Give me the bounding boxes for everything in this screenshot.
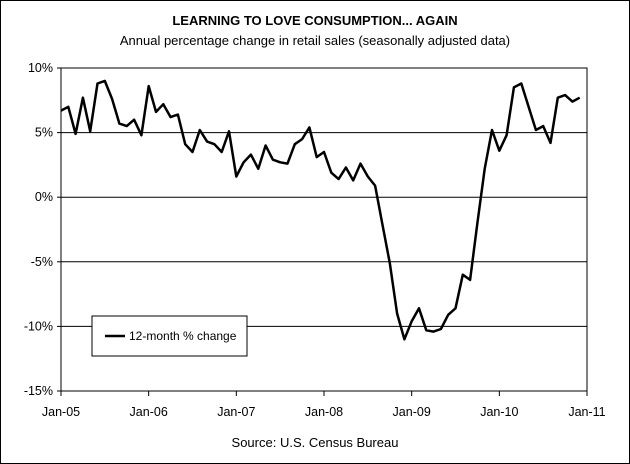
x-tick-label: Jan-07 xyxy=(217,405,255,419)
x-tick-label: Jan-10 xyxy=(480,405,518,419)
legend: 12-month % change xyxy=(91,315,248,357)
x-tick-label: Jan-08 xyxy=(305,405,343,419)
y-axis-ticks: -15% -10% -5% 0% 5% 10% xyxy=(24,61,61,398)
x-tick-label: Jan-11 xyxy=(568,405,605,419)
y-tick-label: -10% xyxy=(24,319,53,333)
gridlines xyxy=(61,132,587,327)
series-line-12-month-change xyxy=(60,79,581,341)
chart-title: LEARNING TO LOVE CONSUMPTION... AGAIN xyxy=(172,13,457,28)
chart-subtitle: Annual percentage change in retail sales… xyxy=(120,33,510,48)
y-tick-label: -5% xyxy=(31,255,53,269)
x-tick-label: Jan-06 xyxy=(130,405,168,419)
y-tick-label: 0% xyxy=(35,190,53,204)
y-tick-label: 5% xyxy=(35,126,53,140)
x-axis-ticks: Jan-05 Jan-06 Jan-07 Jan-08 Jan-09 Jan-10 Jan-… xyxy=(42,391,606,419)
y-tick-label: 10% xyxy=(28,61,53,75)
chart-source: Source: U.S. Census Bureau xyxy=(232,435,399,450)
legend-label: 12-month % change xyxy=(129,329,237,343)
y-tick-label: -15% xyxy=(24,384,53,398)
x-tick-label: Jan-05 xyxy=(42,405,80,419)
x-tick-label: Jan-09 xyxy=(393,405,431,419)
